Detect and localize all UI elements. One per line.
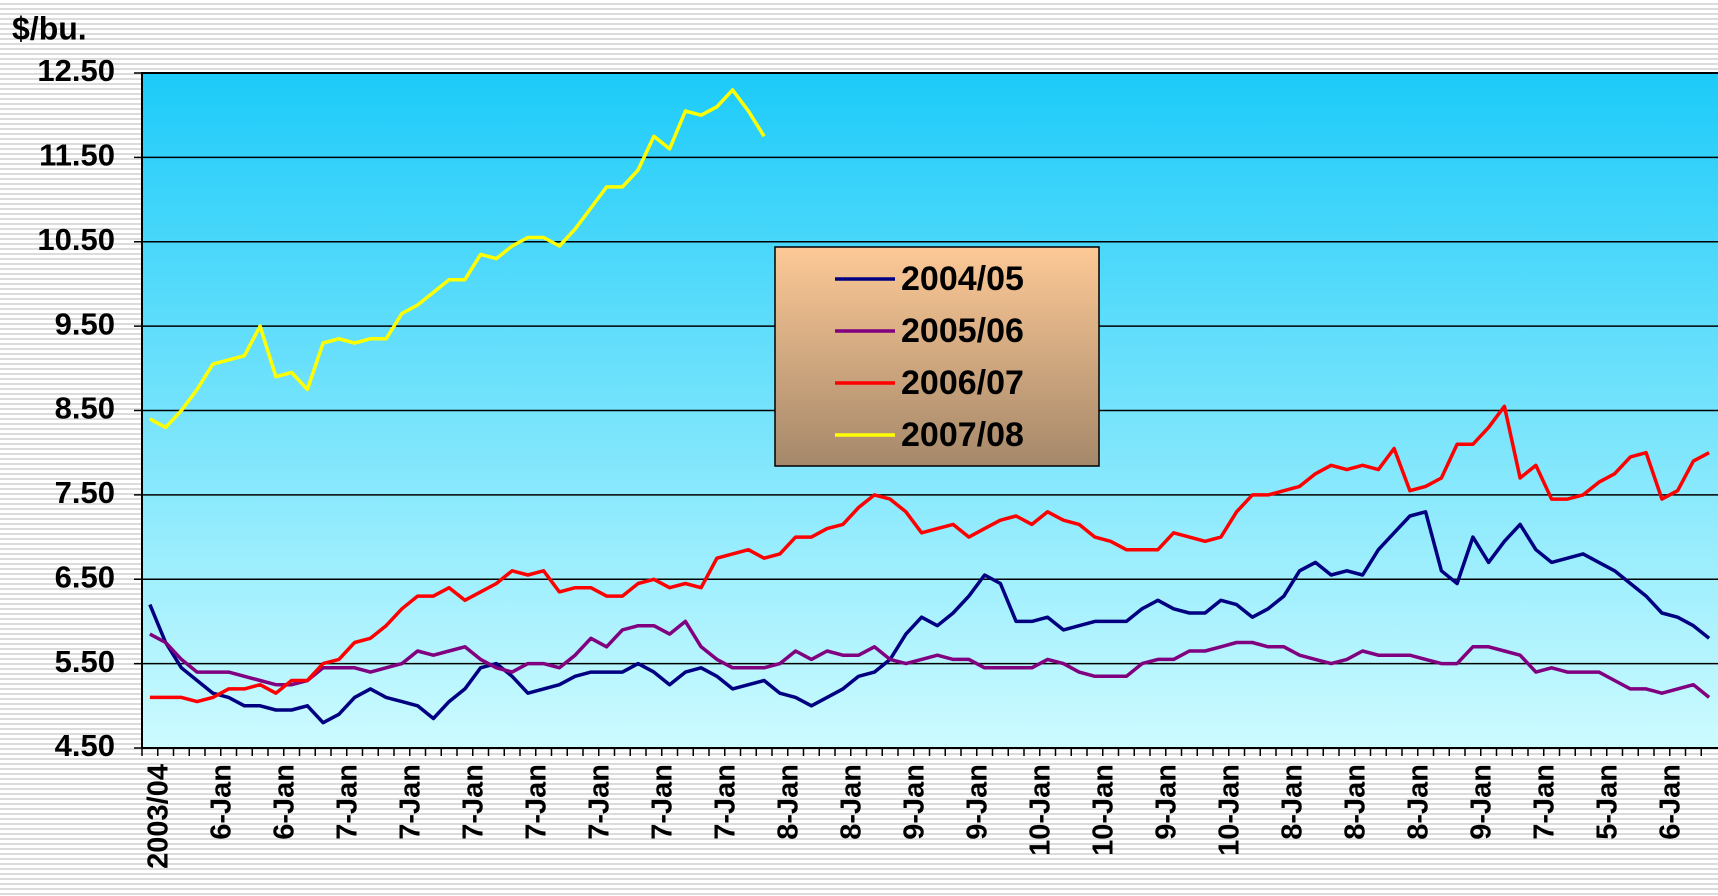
x-tick-label: 8-Jan — [1403, 764, 1435, 840]
legend-box — [774, 246, 1100, 467]
x-tick-label: 2003/04 — [143, 764, 175, 869]
x-tick-label: 9-Jan — [1151, 764, 1183, 840]
y-tick-label: 7.50 — [55, 475, 115, 510]
x-tick-label: 7-Jan — [584, 764, 616, 840]
legend-label: 2006/07 — [901, 364, 1024, 402]
y-tick-label: 5.50 — [55, 644, 115, 679]
x-tick-label: 7-Jan — [647, 764, 679, 840]
x-tick-label: 8-Jan — [836, 764, 868, 840]
x-tick-label: 6-Jan — [269, 764, 301, 840]
y-tick-label: 4.50 — [55, 728, 115, 763]
x-tick-label: 10-Jan — [1025, 764, 1057, 856]
x-tick-label: 6-Jan — [206, 764, 238, 840]
x-tick-label: 8-Jan — [773, 764, 805, 840]
y-axis-label: $/bu. — [12, 10, 87, 46]
x-tick-label: 9-Jan — [1466, 764, 1498, 840]
x-tick-label: 5-Jan — [1592, 764, 1624, 840]
legend-label: 2005/06 — [901, 312, 1024, 350]
legend: 2004/05 2005/06 2006/07 2007/08 — [774, 246, 1100, 467]
legend-label: 2004/05 — [901, 260, 1024, 298]
x-tick-label: 9-Jan — [899, 764, 931, 840]
x-tick-label: 8-Jan — [1340, 764, 1372, 840]
x-tick-label: 10-Jan — [1214, 764, 1246, 856]
x-tick-label: 7-Jan — [1529, 764, 1561, 840]
x-tick-label: 7-Jan — [458, 764, 490, 840]
y-tick-label: 8.50 — [55, 391, 115, 426]
x-tick-label: 8-Jan — [1277, 764, 1309, 840]
x-tick-label: 10-Jan — [1088, 764, 1120, 856]
series-line — [149, 619, 1711, 699]
y-tick-label: 10.50 — [37, 222, 115, 257]
x-tick-label: 7-Jan — [332, 764, 364, 840]
y-tick-label: 9.50 — [55, 306, 115, 341]
legend-label: 2007/08 — [901, 416, 1024, 454]
x-tick-label: 7-Jan — [710, 764, 742, 840]
x-tick-label: 7-Jan — [395, 764, 427, 840]
y-tick-label: 12.50 — [37, 53, 115, 88]
x-tick-label: 6-Jan — [1655, 764, 1687, 840]
series-line — [149, 404, 1710, 704]
y-tick-label: 6.50 — [55, 559, 115, 594]
x-tick-label: 9-Jan — [962, 764, 994, 840]
x-tick-label: 7-Jan — [521, 764, 553, 840]
y-tick-label: 11.50 — [39, 138, 115, 173]
series-line — [149, 88, 766, 430]
series-line — [148, 510, 1711, 725]
